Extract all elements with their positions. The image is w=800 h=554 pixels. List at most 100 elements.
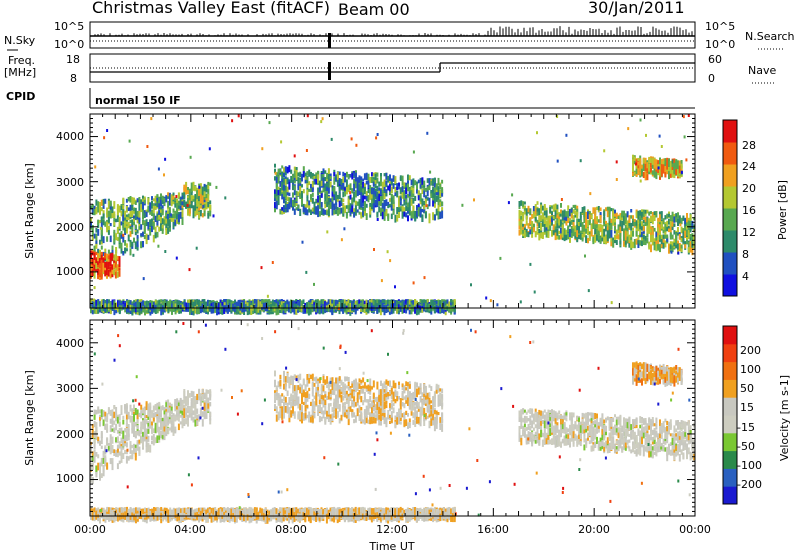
echo-cell: [365, 172, 368, 181]
echo-cell: [579, 216, 582, 224]
echo-cell: [552, 215, 555, 219]
echo-cell: [378, 181, 381, 187]
echo-cell: [156, 300, 159, 305]
echo-cell: [408, 191, 411, 197]
echo-cell: [677, 243, 679, 250]
echo-cell: [428, 303, 431, 311]
echo-cell: [554, 210, 557, 217]
echo-cell: [407, 180, 409, 187]
echo-cell: [408, 307, 411, 315]
echo-cell: [632, 160, 634, 168]
echo-cell: [106, 267, 108, 276]
echo-cell: [360, 200, 363, 208]
echo-cell: [283, 196, 285, 204]
echo-cell: [261, 307, 264, 311]
echo-cell: [199, 203, 202, 207]
echo-cell: [295, 201, 298, 207]
echo-cell: [673, 238, 676, 243]
echo-cell: [383, 193, 386, 200]
echo-cell: [678, 160, 681, 165]
echo-cell: [145, 233, 148, 241]
echo-cell: [180, 304, 182, 309]
echo-cell: [387, 185, 390, 191]
echo-cell: [534, 230, 537, 238]
echo-cell: [165, 212, 168, 217]
echo-cell: [412, 205, 415, 213]
echo-cell: [279, 169, 282, 173]
echo-cell: [523, 201, 526, 205]
echo-cell: [194, 185, 197, 192]
echo-cell: [397, 304, 400, 309]
echo-cell: [664, 215, 667, 220]
echo-cell: [122, 302, 125, 310]
echo-cell: [417, 194, 420, 201]
echo-cell: [646, 229, 649, 238]
echo-cell: [120, 232, 123, 239]
echo-cell: [93, 261, 96, 268]
echo-cell: [522, 226, 525, 230]
echo-cell: [399, 187, 402, 194]
echo-cell: [134, 230, 137, 236]
echo-cell: [585, 218, 588, 224]
echo-cell: [439, 212, 442, 219]
echo-cell: [116, 204, 119, 211]
echo-cell: [570, 232, 573, 238]
echo-cell: [659, 220, 661, 227]
echo-cell: [363, 300, 366, 305]
echo-cell: [651, 227, 654, 235]
echo-cell: [669, 160, 672, 168]
echo-cell: [289, 306, 292, 311]
echo-cell: [292, 199, 294, 206]
echo-cell: [91, 269, 94, 277]
echo-cell: [687, 229, 690, 235]
echo-cell: [320, 202, 323, 208]
echo-cell: [179, 206, 182, 211]
echo-cell: [111, 257, 114, 261]
echo-cell: [358, 182, 361, 186]
echo-cell: [588, 210, 591, 217]
echo-cell: [266, 301, 269, 306]
echo-cell: [428, 197, 431, 202]
echo-cell: [597, 206, 600, 211]
echo-cell: [621, 226, 624, 232]
echo-cell: [295, 307, 298, 315]
echo-cell: [635, 230, 638, 237]
echo-cell: [610, 208, 613, 212]
echo-cell: [677, 232, 679, 236]
echo-cell: [318, 211, 321, 217]
echo-cell: [668, 163, 670, 167]
echo-cell: [626, 236, 629, 244]
echo-cell: [313, 305, 316, 312]
echo-cell: [612, 237, 615, 242]
echo-cell: [192, 211, 195, 219]
echo-cell: [363, 206, 366, 211]
echo-cell: [644, 240, 647, 246]
echo-cell: [97, 306, 100, 314]
echo-cell: [396, 190, 399, 198]
echo-cell: [399, 302, 402, 308]
echo-cell: [410, 198, 413, 206]
echo-cell: [565, 214, 568, 222]
echo-cell: [151, 218, 153, 226]
echo-cell: [308, 205, 311, 209]
echo-cell: [160, 199, 162, 207]
echo-cell: [176, 304, 179, 310]
echo-cell: [662, 165, 665, 173]
echo-cell: [426, 191, 429, 197]
echo-cell: [271, 305, 274, 312]
echo-cell: [190, 200, 193, 204]
echo-cell: [250, 302, 253, 308]
echo-cell: [342, 183, 345, 190]
echo-cell: [435, 195, 438, 202]
echo-cell: [642, 158, 645, 164]
echo-cell: [606, 222, 609, 230]
echo-cell: [569, 235, 571, 243]
echo-cell: [306, 302, 309, 309]
echo-cell: [203, 204, 206, 208]
echo-cell: [606, 226, 609, 231]
echo-cell: [578, 234, 580, 240]
echo-cell: [567, 214, 570, 219]
echo-cell: [693, 234, 696, 242]
echo-cell: [299, 186, 302, 194]
echo-cell: [283, 184, 285, 192]
